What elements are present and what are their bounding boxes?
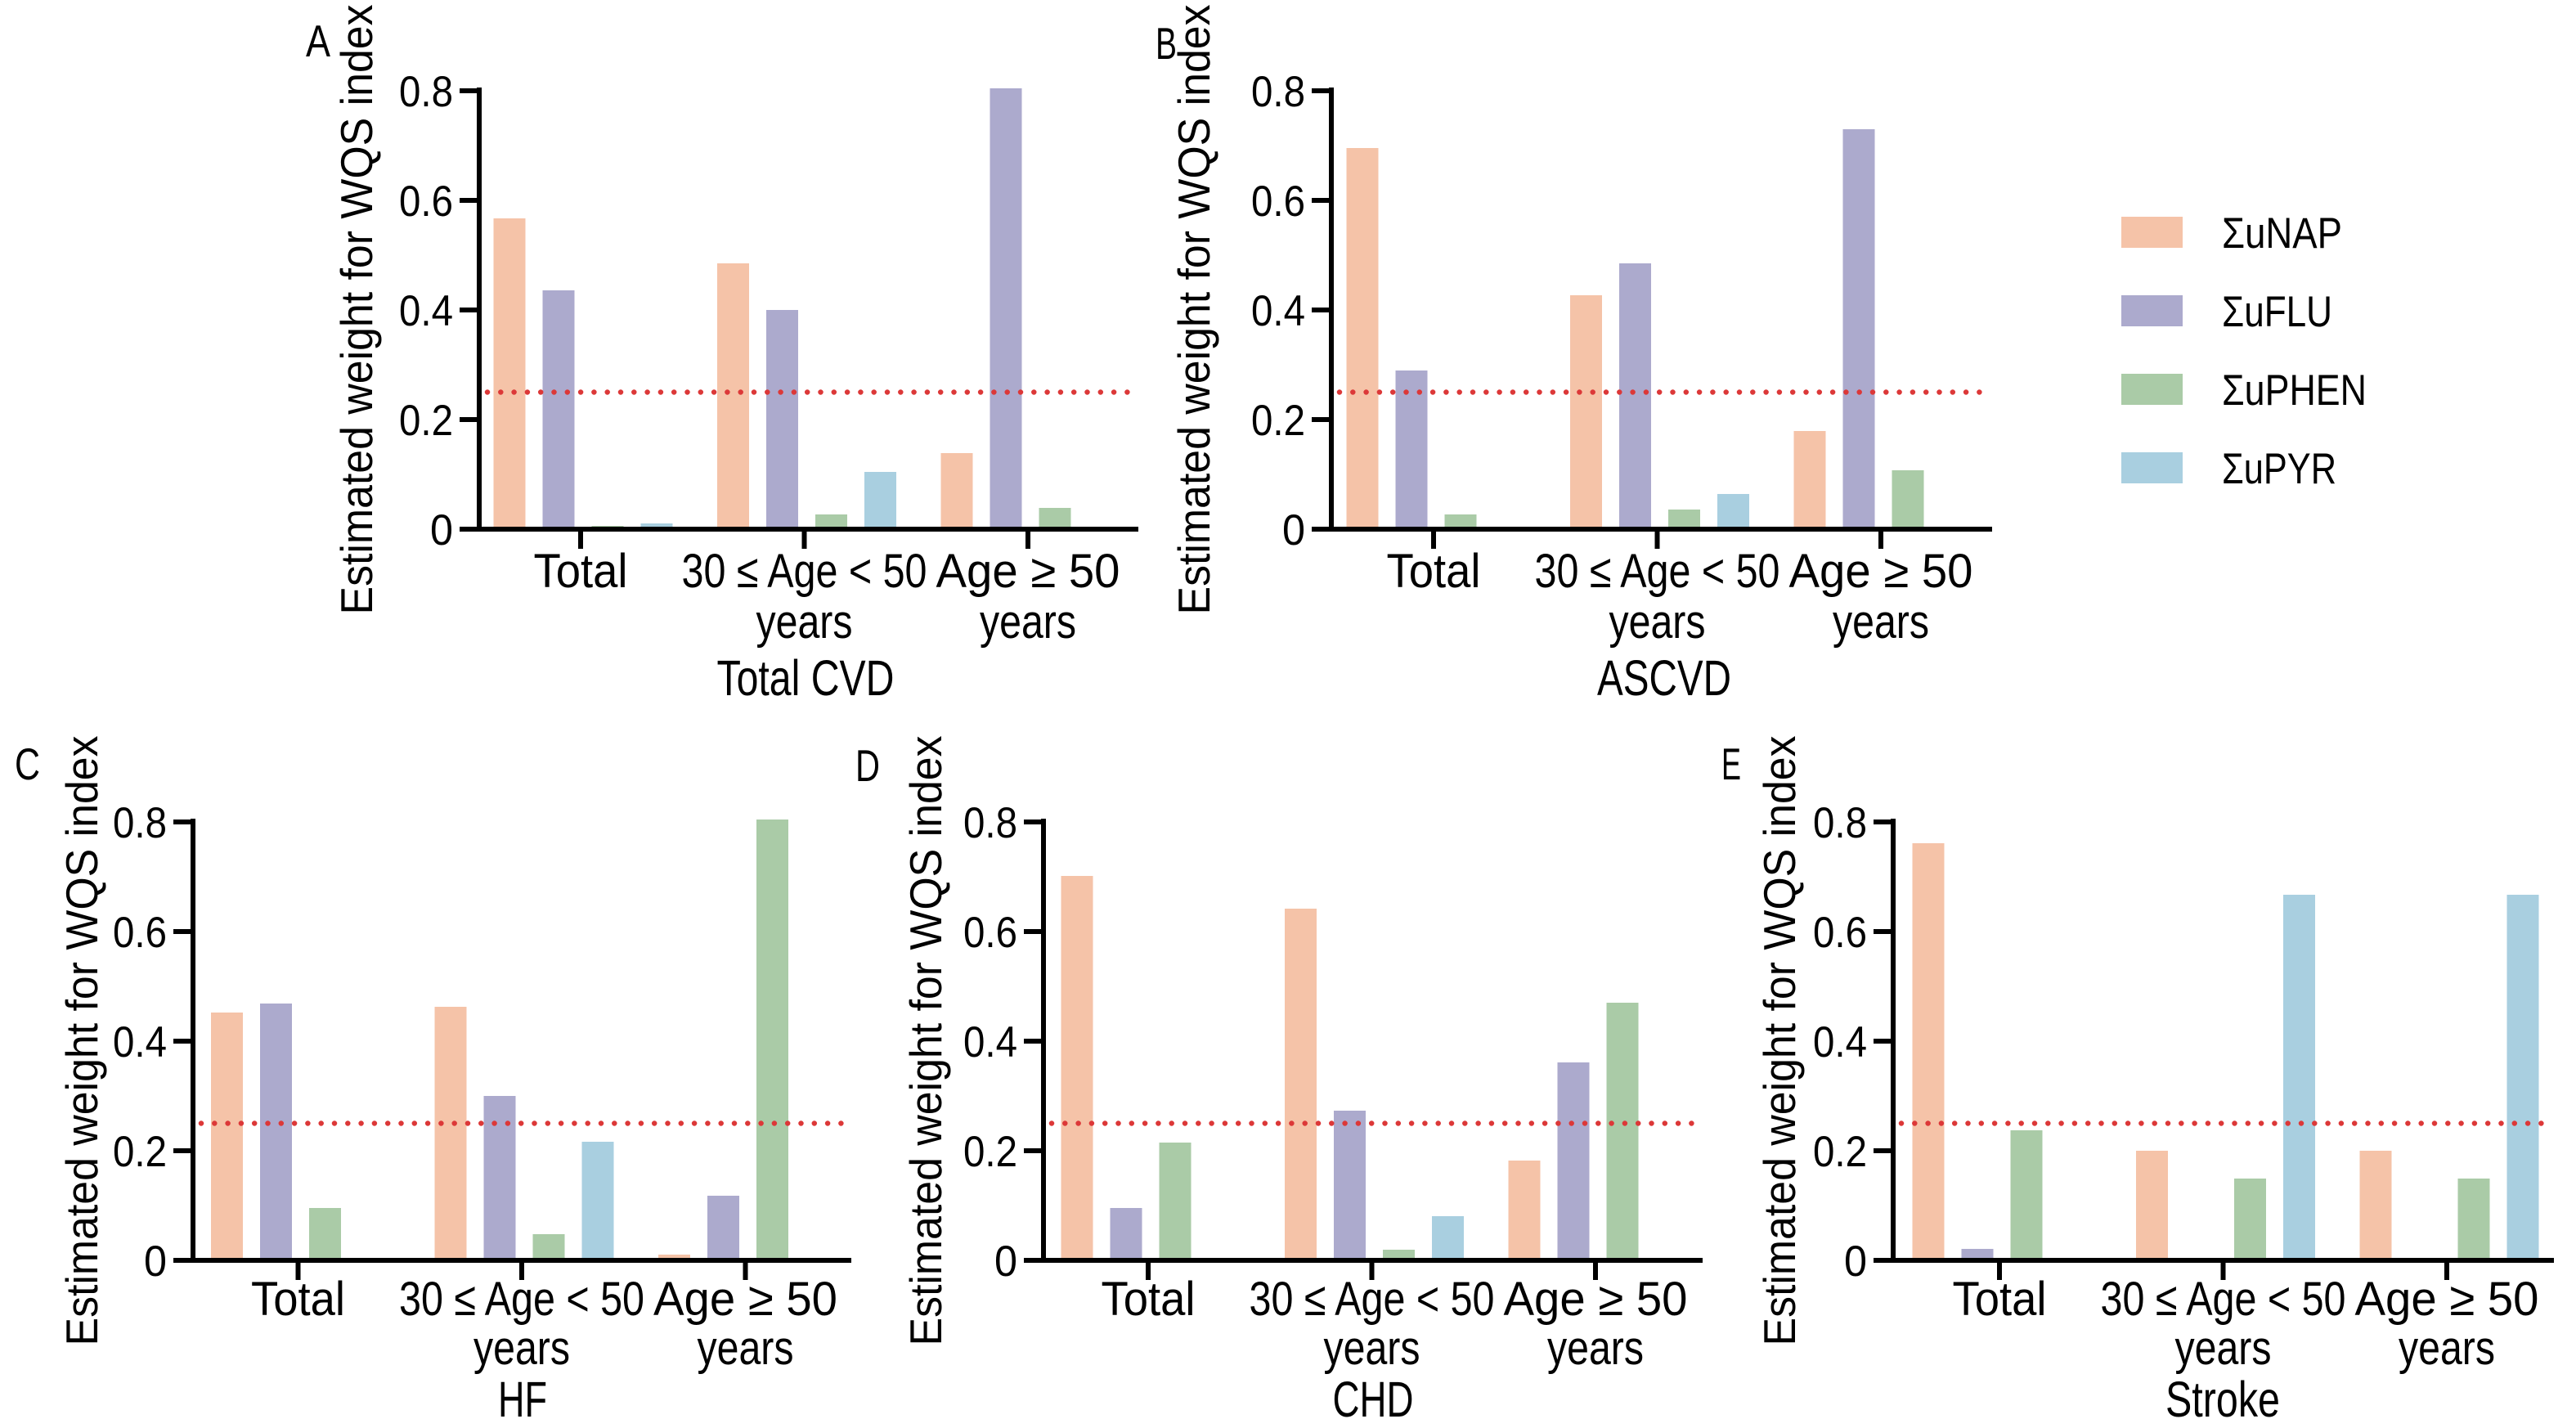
svg-text:0.6: 0.6 xyxy=(1251,177,1305,226)
svg-text:ΣuFLU: ΣuFLU xyxy=(2222,288,2332,336)
svg-text:0.2: 0.2 xyxy=(399,397,453,445)
svg-text:0.6: 0.6 xyxy=(399,177,453,226)
svg-text:30 ≤ Age < 50: 30 ≤ Age < 50 xyxy=(1250,1273,1495,1326)
svg-text:0: 0 xyxy=(430,506,453,555)
svg-text:Age ≥ 50: Age ≥ 50 xyxy=(2355,1273,2539,1326)
svg-text:30 ≤ Age < 50: 30 ≤ Age < 50 xyxy=(399,1273,644,1326)
svg-text:0.8: 0.8 xyxy=(113,799,167,847)
svg-text:0.6: 0.6 xyxy=(113,909,167,957)
svg-text:years: years xyxy=(1547,1322,1644,1375)
svg-text:30 ≤ Age < 50: 30 ≤ Age < 50 xyxy=(682,545,927,598)
svg-text:0.2: 0.2 xyxy=(1251,397,1305,445)
svg-text:Estimated weight for WQS index: Estimated weight for WQS index xyxy=(900,736,951,1346)
svg-text:ΣuPYR: ΣuPYR xyxy=(2222,445,2336,493)
svg-text:0.4: 0.4 xyxy=(1251,287,1305,335)
svg-text:0.8: 0.8 xyxy=(963,799,1017,847)
svg-text:0.4: 0.4 xyxy=(399,287,453,335)
svg-text:HF: HF xyxy=(498,1372,547,1427)
svg-text:years: years xyxy=(1324,1322,1420,1375)
svg-text:Total: Total xyxy=(534,545,628,598)
svg-text:Total: Total xyxy=(1387,545,1481,598)
svg-text:0.4: 0.4 xyxy=(1813,1018,1867,1067)
svg-text:E: E xyxy=(1721,739,1741,789)
svg-text:Estimated weight for WQS index: Estimated weight for WQS index xyxy=(331,5,382,615)
svg-text:0.8: 0.8 xyxy=(1251,68,1305,116)
svg-text:Total: Total xyxy=(251,1273,345,1326)
svg-text:30 ≤ Age < 50: 30 ≤ Age < 50 xyxy=(1535,545,1780,598)
svg-text:0.8: 0.8 xyxy=(1813,799,1867,847)
svg-text:Age ≥ 50: Age ≥ 50 xyxy=(936,545,1120,598)
svg-text:ΣuPHEN: ΣuPHEN xyxy=(2222,366,2367,415)
svg-text:Age ≥ 50: Age ≥ 50 xyxy=(1789,545,1973,598)
svg-text:years: years xyxy=(980,595,1076,649)
svg-text:Total: Total xyxy=(1102,1273,1196,1326)
svg-text:0.8: 0.8 xyxy=(399,68,453,116)
svg-text:years: years xyxy=(698,1322,794,1375)
svg-text:Age ≥ 50: Age ≥ 50 xyxy=(653,1273,837,1326)
svg-text:0.2: 0.2 xyxy=(113,1128,167,1176)
svg-text:CHD: CHD xyxy=(1333,1372,1414,1427)
svg-text:ΣuNAP: ΣuNAP xyxy=(2222,209,2342,258)
svg-text:Total: Total xyxy=(1953,1273,2047,1326)
svg-text:years: years xyxy=(1833,595,1929,649)
svg-text:C: C xyxy=(15,739,40,789)
svg-text:Estimated weight for WQS index: Estimated weight for WQS index xyxy=(56,736,107,1346)
svg-text:years: years xyxy=(756,595,853,649)
svg-text:years: years xyxy=(1609,595,1706,649)
svg-text:30 ≤ Age < 50: 30 ≤ Age < 50 xyxy=(2101,1273,2346,1326)
svg-text:0: 0 xyxy=(1844,1237,1867,1286)
svg-text:0.6: 0.6 xyxy=(1813,909,1867,957)
svg-text:years: years xyxy=(2175,1322,2272,1375)
svg-text:ASCVD: ASCVD xyxy=(1597,650,1731,706)
svg-text:0: 0 xyxy=(144,1237,167,1286)
svg-text:Age ≥ 50: Age ≥ 50 xyxy=(1504,1273,1688,1326)
svg-text:Estimated weight for WQS index: Estimated weight for WQS index xyxy=(1754,736,1805,1346)
svg-text:0.2: 0.2 xyxy=(1813,1128,1867,1176)
svg-text:D: D xyxy=(855,740,880,791)
svg-text:0.4: 0.4 xyxy=(113,1018,167,1067)
svg-text:Total CVD: Total CVD xyxy=(717,650,895,706)
svg-text:A: A xyxy=(306,16,330,66)
svg-text:0.6: 0.6 xyxy=(963,909,1017,957)
svg-text:0: 0 xyxy=(994,1237,1017,1286)
svg-text:B: B xyxy=(1156,18,1177,69)
svg-text:Stroke: Stroke xyxy=(2165,1372,2280,1427)
svg-text:0.2: 0.2 xyxy=(963,1128,1017,1176)
svg-text:years: years xyxy=(2399,1322,2495,1375)
svg-text:0: 0 xyxy=(1282,506,1305,555)
svg-text:years: years xyxy=(473,1322,570,1375)
svg-text:Estimated weight for WQS index: Estimated weight for WQS index xyxy=(1169,5,1219,615)
svg-text:0.4: 0.4 xyxy=(963,1018,1017,1067)
